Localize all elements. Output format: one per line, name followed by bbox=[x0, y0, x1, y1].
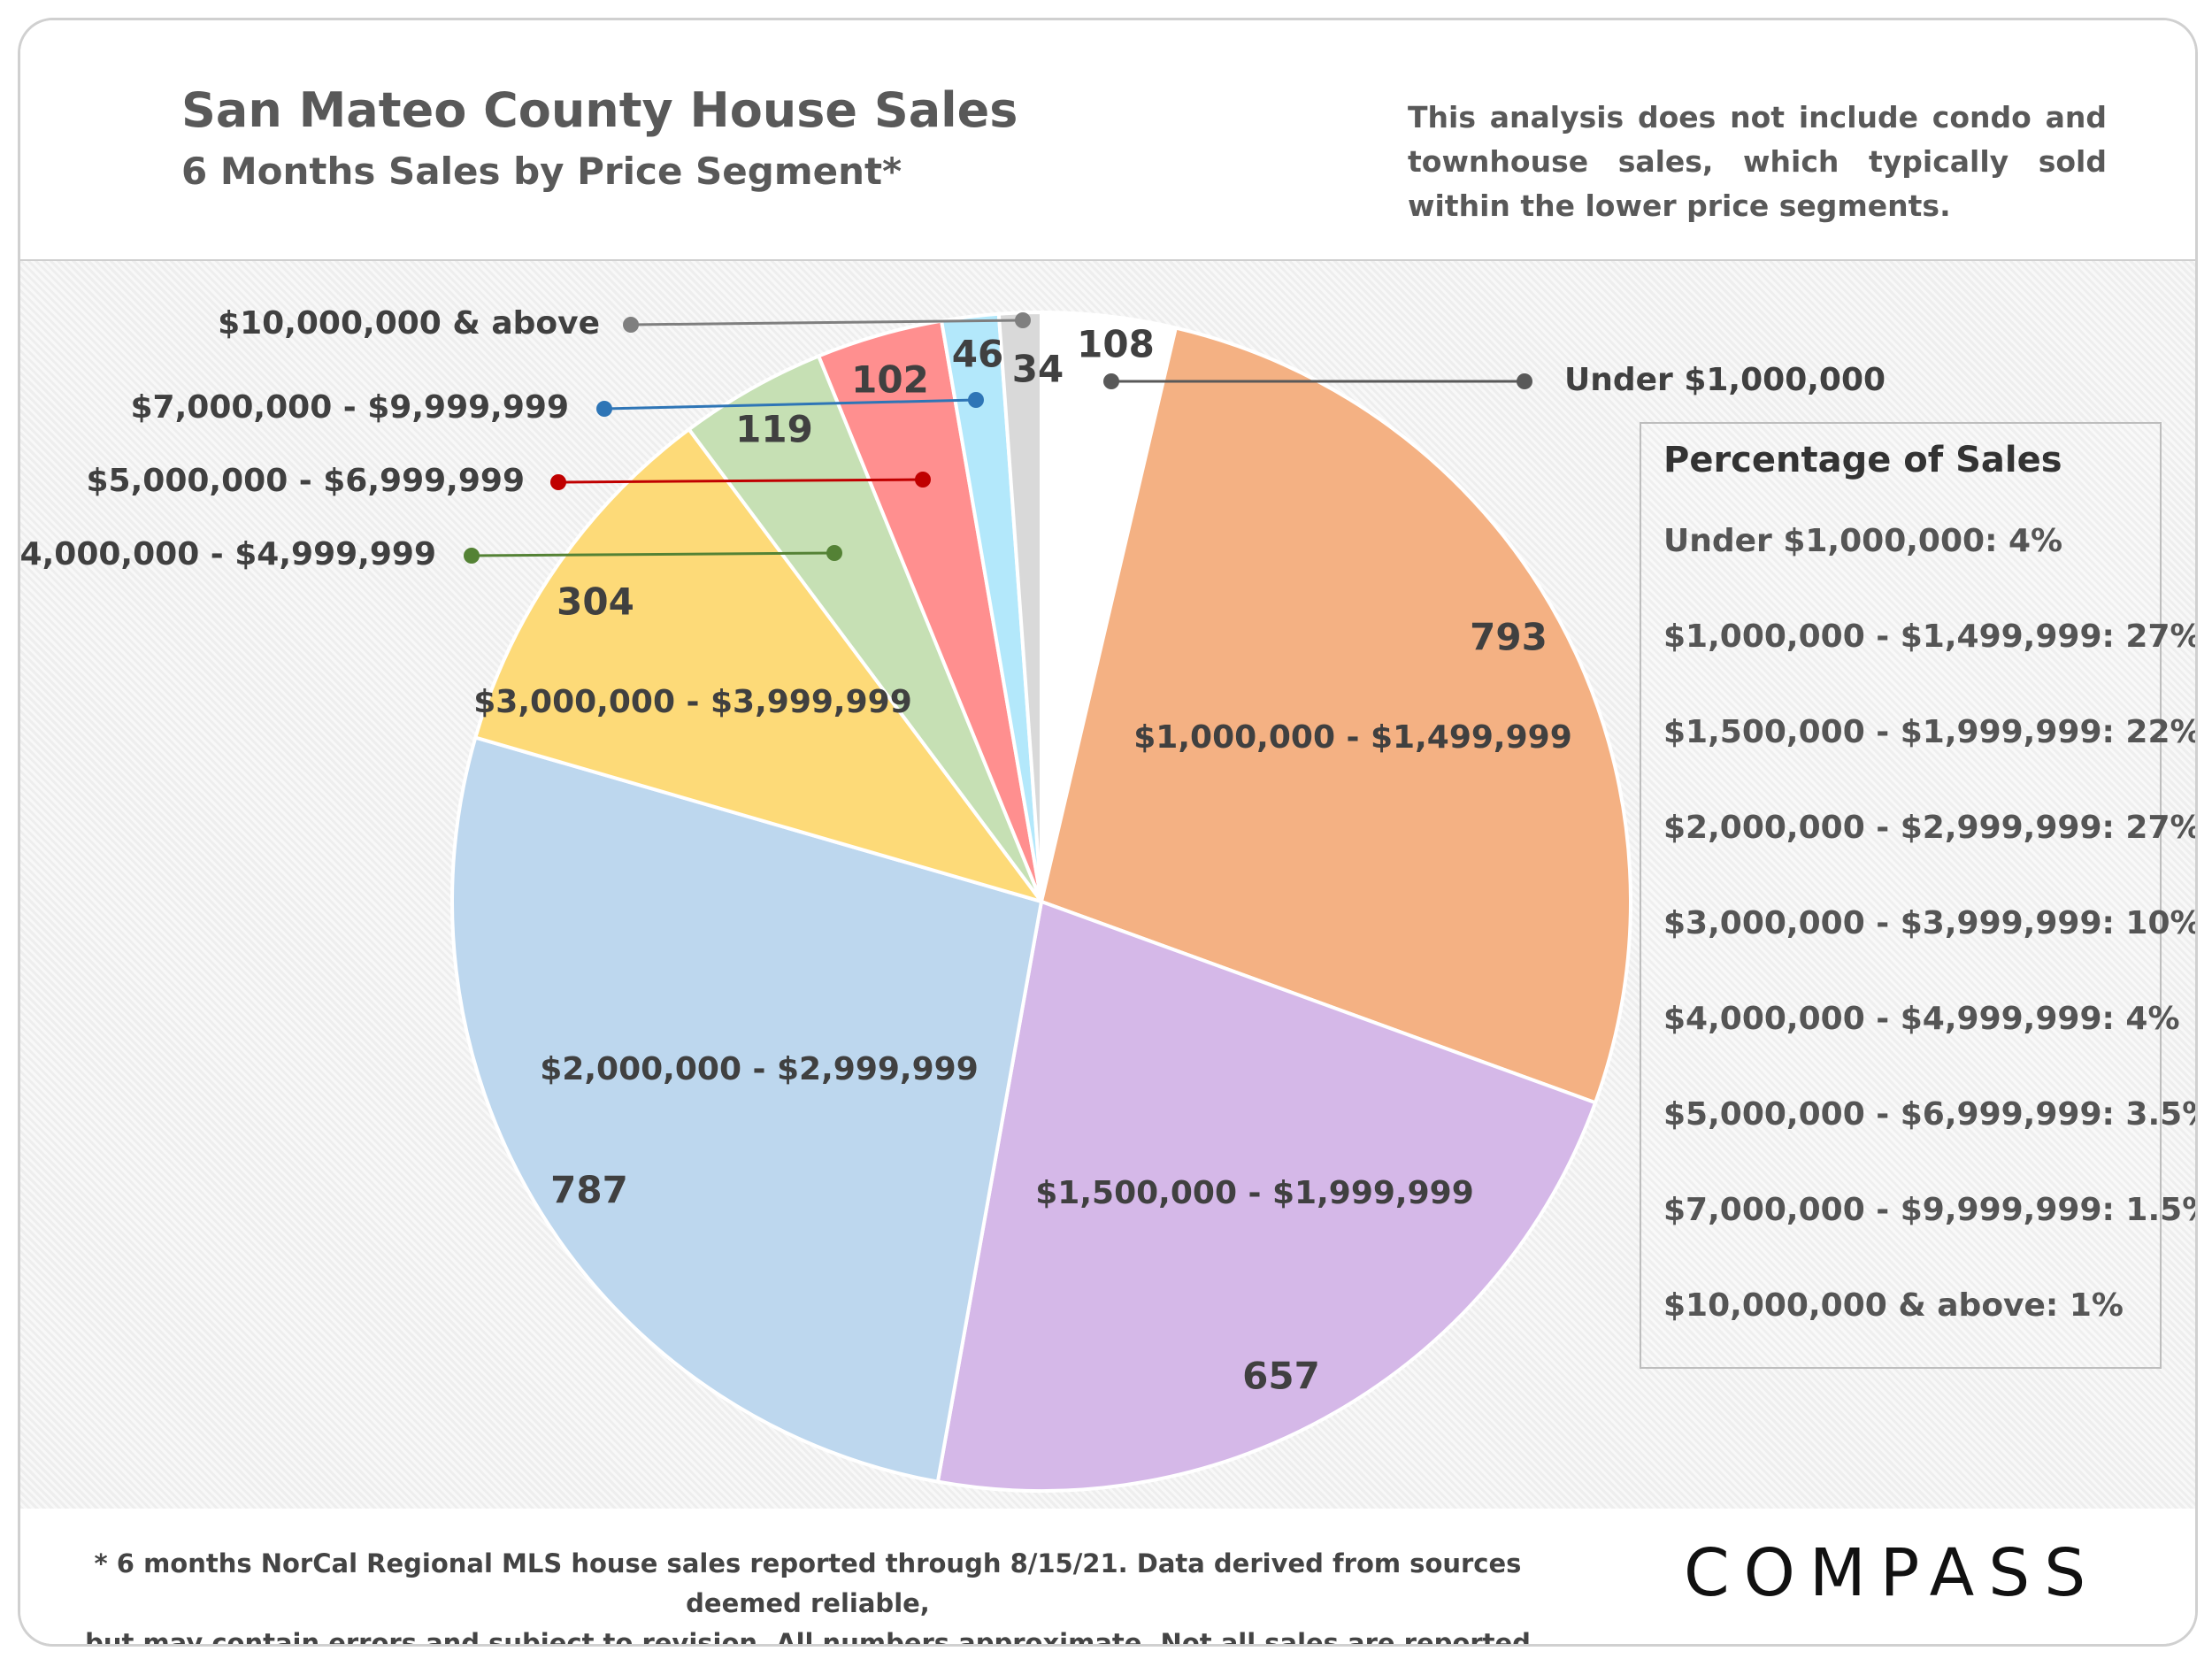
data-label-value: 304 bbox=[557, 580, 634, 624]
leader-dot bbox=[1015, 312, 1031, 328]
footer: * 6 months NorCal Regional MLS house sal… bbox=[20, 1509, 2195, 1644]
legend-entry: Under $1,000,000: 4% bbox=[1663, 523, 2063, 559]
data-label-value: 34 bbox=[1012, 348, 1064, 391]
data-label-value: 102 bbox=[851, 358, 929, 402]
legend-entry: $10,000,000 & above: 1% bbox=[1663, 1287, 2124, 1324]
legend-entry: $1,500,000 - $1,999,999: 22% bbox=[1663, 714, 2198, 750]
data-label-category: $1,500,000 - $1,999,999 bbox=[1035, 1175, 1474, 1211]
leader-dot bbox=[464, 548, 480, 564]
data-label-value: 108 bbox=[1077, 323, 1155, 366]
plot-area: 108 793 657 787 304 119 102 46 34 $1,000,000 - $1… bbox=[20, 259, 2195, 1510]
header: San Mateo County House Sales 6 Months Sa… bbox=[20, 20, 2195, 259]
legend-title: Percentage of Sales bbox=[1663, 440, 2062, 480]
data-label-value: 657 bbox=[1242, 1355, 1320, 1398]
leader-dot bbox=[623, 317, 639, 333]
pie-slice bbox=[1039, 326, 1632, 1105]
data-label-category: $3,000,000 - $3,999,999 bbox=[473, 684, 912, 720]
footnote-line: but may contain errors and subject to re… bbox=[85, 1628, 1531, 1647]
leader-line bbox=[630, 319, 1024, 326]
compass-logo: COMPASS bbox=[1684, 1535, 2101, 1611]
data-label-category: $7,000,000 - $9,999,999 bbox=[131, 389, 570, 426]
leader-dot bbox=[1517, 373, 1532, 389]
leader-line bbox=[557, 478, 924, 484]
legend-entry: $1,000,000 - $1,499,999: 27% bbox=[1663, 618, 2198, 655]
data-label-category: $4,000,000 - $4,999,999 bbox=[20, 536, 436, 572]
pie-slice bbox=[472, 426, 1047, 905]
data-label-value: 787 bbox=[550, 1169, 628, 1212]
data-label-category: $10,000,000 & above bbox=[218, 305, 600, 342]
data-label-category: $1,000,000 - $1,499,999 bbox=[1133, 719, 1572, 756]
leader-line bbox=[603, 398, 977, 411]
footnote-line: * 6 months NorCal Regional MLS house sal… bbox=[94, 1548, 1522, 1618]
legend-entry: $2,000,000 - $2,999,999: 27% bbox=[1663, 810, 2198, 846]
pie-chart: 108 793 657 787 304 119 102 46 34 $1,000,000 - $1… bbox=[20, 305, 1886, 1493]
data-label-category: Under $1,000,000 bbox=[1564, 362, 1886, 398]
chart-subtitle: 6 Months Sales by Price Segment* bbox=[181, 150, 902, 193]
data-label-value: 793 bbox=[1470, 616, 1548, 659]
pie-slice bbox=[935, 899, 1598, 1493]
leader-dot bbox=[596, 401, 612, 417]
leader-dot bbox=[550, 474, 566, 490]
chart-title: San Mateo County House Sales bbox=[181, 82, 1018, 138]
leader-dot bbox=[968, 392, 984, 408]
leader-line bbox=[471, 551, 835, 557]
leader-dot bbox=[826, 545, 842, 561]
legend-entry: $5,000,000 - $6,999,999: 3.5% bbox=[1663, 1096, 2198, 1133]
data-label-value: 46 bbox=[952, 333, 1003, 376]
percentage-legend: Percentage of Sales Under $1,000,000: 4%… bbox=[1640, 422, 2195, 1369]
data-label-category: $2,000,000 - $2,999,999 bbox=[540, 1051, 979, 1087]
pie-slice bbox=[996, 310, 1043, 902]
data-label-category: $5,000,000 - $6,999,999 bbox=[87, 463, 526, 499]
chart-card: San Mateo County House Sales 6 Months Sa… bbox=[18, 18, 2198, 1647]
legend-entry: $7,000,000 - $9,999,999: 1.5% bbox=[1663, 1192, 2198, 1228]
analysis-note: This analysis does not include condo and… bbox=[1408, 100, 2107, 223]
leader-dot bbox=[1103, 373, 1119, 389]
leader-dot bbox=[915, 472, 931, 488]
data-label-value: 119 bbox=[735, 408, 813, 451]
legend-entry: $4,000,000 - $4,999,999: 4% bbox=[1663, 1001, 2180, 1037]
pie-slice bbox=[450, 735, 1044, 1484]
footnote: * 6 months NorCal Regional MLS house sal… bbox=[73, 1544, 1542, 1647]
legend-entry: $3,000,000 - $3,999,999: 10% bbox=[1663, 905, 2198, 941]
